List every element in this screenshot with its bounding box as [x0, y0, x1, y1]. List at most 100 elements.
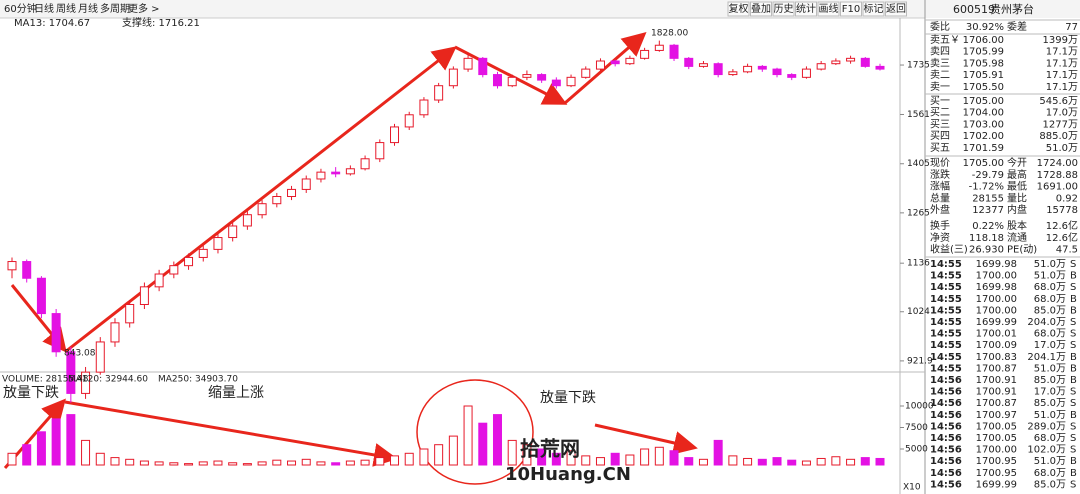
book-volume: 1399万	[1043, 35, 1078, 46]
candle-body	[434, 85, 444, 101]
toolbar-button-bg[interactable]	[750, 1, 772, 17]
trade-side: S	[1070, 479, 1076, 490]
trade-volume: 204.0万	[1027, 317, 1066, 328]
toolbar-button[interactable]: 统计	[796, 2, 816, 15]
toolbar-button[interactable]: 复权	[729, 2, 749, 15]
volume-bar	[875, 457, 885, 466]
book-volume: 545.6万	[1039, 96, 1078, 107]
toolbar-tab[interactable]: 月线	[78, 2, 98, 15]
book-label: 卖五￥	[930, 34, 960, 46]
volume-bar	[595, 457, 605, 466]
candle-body	[698, 63, 708, 67]
trade-time: 14:56	[930, 456, 962, 467]
trade-time: 14:55	[930, 305, 962, 316]
toolbar-tab[interactable]: 周线	[56, 2, 76, 15]
volume-bar	[198, 461, 208, 466]
trade-time: 14:55	[930, 294, 962, 305]
annotation-arrows	[3, 32, 698, 485]
candle-body	[257, 203, 267, 216]
toolbar-button[interactable]: 标记	[864, 3, 884, 15]
volume-bar	[581, 455, 591, 466]
watermark: 10Huang.CN	[505, 464, 631, 485]
stat-cell: 1724.00	[1037, 158, 1078, 169]
stat-cell: 12.6亿	[1046, 231, 1078, 244]
candle-body	[610, 60, 620, 65]
book-price: 1705.99	[963, 47, 1004, 58]
trade-price: 1700.87	[976, 363, 1017, 374]
volume-bar	[287, 460, 297, 466]
stat-cell: 47.5	[1056, 245, 1078, 256]
volume-bar	[743, 457, 753, 466]
trade-volume: 204.1万	[1027, 352, 1066, 363]
toolbar-button-bg[interactable]	[817, 1, 840, 17]
toolbar-button-bg[interactable]	[795, 1, 817, 17]
y-tick-label: 1136	[907, 259, 930, 269]
candle-body	[757, 65, 767, 70]
volume-bar	[846, 458, 856, 466]
trade-volume: 85.0万	[1034, 305, 1066, 316]
trade-price: 1700.95	[976, 456, 1017, 467]
toolbar-button-bg[interactable]	[885, 1, 907, 17]
toolbar-button[interactable]: 历史	[774, 3, 794, 15]
trade-time: 14:55	[930, 352, 962, 363]
trade-volume: 68.0万	[1034, 329, 1066, 340]
candle-body	[7, 261, 17, 271]
trade-price: 1700.09	[976, 340, 1017, 351]
trade-side: B	[1070, 305, 1077, 316]
volume-bar	[492, 414, 502, 466]
book-label: 买三	[930, 118, 950, 130]
y-tick-label: 7500	[905, 423, 928, 433]
trade-volume: 85.0万	[1034, 398, 1066, 409]
candle-body	[684, 57, 694, 67]
candle-body	[772, 68, 782, 76]
candle-body	[831, 60, 841, 65]
candle-body	[875, 65, 885, 70]
volume-bar	[257, 461, 267, 466]
candle-body	[669, 44, 679, 59]
candle-body	[51, 313, 61, 353]
toolbar-button-bg[interactable]	[840, 1, 862, 17]
trade-price: 1700.01	[976, 329, 1017, 340]
book-price: 1701.59	[963, 143, 1004, 154]
trade-side: B	[1070, 294, 1077, 305]
trade-price: 1700.05	[976, 433, 1017, 444]
candle-body	[581, 68, 591, 78]
volume-bar	[360, 459, 370, 466]
toolbar-tab[interactable]: 更多 >	[128, 2, 160, 15]
book-price: 1705.00	[963, 96, 1004, 107]
volume-bar	[669, 450, 679, 466]
candle-body	[139, 286, 149, 305]
volume-bar	[801, 460, 811, 466]
toolbar-tab[interactable]: 日线	[34, 2, 54, 15]
toolbar-button[interactable]: F10	[842, 4, 860, 15]
stat-cell: 今开	[1007, 156, 1027, 169]
candle-body	[66, 351, 76, 394]
toolbar-button[interactable]: 画线	[819, 2, 839, 15]
volume-bar	[301, 458, 311, 466]
trade-price: 1699.99	[976, 317, 1017, 328]
trade-price: 1700.91	[976, 387, 1017, 398]
y-tick-label: 1024	[907, 307, 930, 317]
toolbar-tab[interactable]: 多周期	[100, 2, 130, 15]
low-label: 843.08	[64, 349, 96, 359]
trade-side: B	[1070, 375, 1077, 386]
toolbar-button-bg[interactable]	[727, 1, 750, 17]
toolbar-button-bg[interactable]	[772, 1, 795, 17]
volume-bar	[213, 460, 223, 466]
volume-bar	[537, 448, 547, 466]
book-volume: 17.1万	[1046, 47, 1078, 58]
summary-cell: 委比	[930, 20, 950, 33]
toolbar-button[interactable]: 叠加	[751, 3, 771, 15]
toolbar-tab[interactable]: 60分钟	[4, 2, 37, 15]
trade-time: 14:56	[930, 445, 962, 456]
stat-cell: 26.930	[969, 245, 1004, 256]
arrow	[454, 45, 568, 105]
candle-body	[492, 74, 502, 87]
candle-body	[537, 74, 547, 81]
candle-body	[816, 63, 826, 70]
toolbar-button[interactable]: 返回	[886, 3, 906, 15]
stat-cell: 净资	[930, 231, 950, 244]
stat-cell: -29.79	[972, 170, 1004, 181]
trade-side: S	[1070, 340, 1076, 351]
toolbar-button-bg[interactable]	[862, 1, 885, 17]
